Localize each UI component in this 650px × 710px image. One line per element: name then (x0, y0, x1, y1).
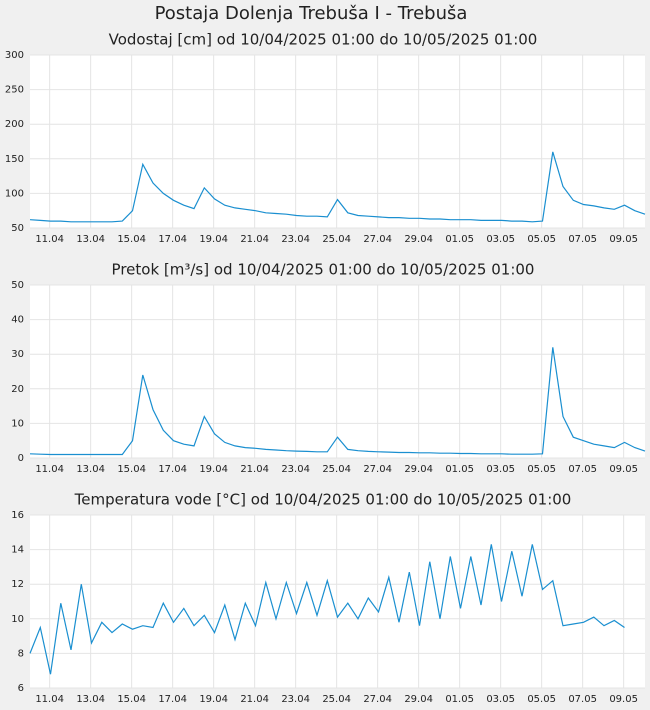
x-tick-label: 05.05 (527, 694, 556, 705)
x-tick-label: 07.05 (568, 464, 597, 475)
y-tick-label: 50 (11, 223, 24, 234)
x-tick-label: 09.05 (609, 694, 638, 705)
data-line (29, 347, 646, 456)
y-tick-label: 16 (11, 510, 24, 521)
x-tick-label: 15.04 (117, 694, 146, 705)
y-tick-label: 8 (18, 648, 24, 659)
x-tick-label: 11.04 (35, 464, 64, 475)
y-tick-label: 10 (11, 418, 24, 429)
x-tick-label: 23.04 (281, 464, 310, 475)
chart-title: Vodostaj [cm] od 10/04/2025 01:00 do 10/… (109, 31, 538, 49)
x-tick-label: 15.04 (117, 234, 146, 245)
x-tick-label: 25.04 (322, 464, 351, 475)
y-tick-label: 150 (5, 154, 24, 165)
x-tick-label: 21.04 (240, 234, 269, 245)
y-tick-label: 0 (18, 453, 24, 464)
y-tick-label: 30 (11, 349, 24, 360)
y-tick-label: 10 (11, 614, 24, 625)
x-tick-label: 03.05 (486, 464, 515, 475)
x-tick-label: 09.05 (609, 464, 638, 475)
x-tick-label: 09.05 (609, 234, 638, 245)
chart-title: Temperatura vode [°C] od 10/04/2025 01:0… (74, 491, 572, 509)
x-tick-label: 01.05 (445, 234, 474, 245)
x-tick-label: 19.04 (199, 234, 228, 245)
x-tick-label: 21.04 (240, 464, 269, 475)
x-tick-label: 05.05 (527, 464, 556, 475)
y-tick-label: 12 (11, 579, 24, 590)
plot-area (30, 515, 645, 688)
x-tick-label: 29.04 (404, 694, 433, 705)
x-tick-label: 23.04 (281, 234, 310, 245)
plot-area (30, 55, 645, 228)
y-tick-label: 250 (5, 85, 24, 96)
x-tick-label: 03.05 (486, 234, 515, 245)
x-tick-label: 17.04 (158, 694, 187, 705)
x-tick-label: 27.04 (363, 234, 392, 245)
chart-title: Pretok [m³/s] od 10/04/2025 01:00 do 10/… (112, 261, 535, 279)
x-tick-label: 11.04 (35, 694, 64, 705)
x-tick-label: 01.05 (445, 694, 474, 705)
x-tick-label: 13.04 (76, 694, 105, 705)
y-tick-label: 14 (11, 545, 24, 556)
y-tick-label: 50 (11, 280, 24, 291)
x-tick-label: 07.05 (568, 694, 597, 705)
x-tick-label: 25.04 (322, 234, 351, 245)
y-tick-label: 20 (11, 384, 24, 395)
y-tick-label: 6 (18, 683, 24, 694)
y-tick-label: 40 (11, 315, 24, 326)
plot-area (30, 285, 645, 458)
x-tick-label: 15.04 (117, 464, 146, 475)
x-tick-label: 23.04 (281, 694, 310, 705)
x-tick-label: 19.04 (199, 694, 228, 705)
y-tick-label: 300 (5, 50, 24, 61)
x-tick-label: 07.05 (568, 234, 597, 245)
y-tick-label: 100 (5, 188, 24, 199)
x-tick-label: 17.04 (158, 234, 187, 245)
page-title: Postaja Dolenja Trebuša I - Trebuša (155, 3, 468, 24)
y-tick-label: 200 (5, 119, 24, 130)
x-tick-label: 27.04 (363, 694, 392, 705)
x-tick-label: 29.04 (404, 464, 433, 475)
x-tick-label: 29.04 (404, 234, 433, 245)
x-tick-label: 19.04 (199, 464, 228, 475)
x-tick-label: 11.04 (35, 234, 64, 245)
x-tick-label: 03.05 (486, 694, 515, 705)
x-tick-label: 01.05 (445, 464, 474, 475)
x-tick-label: 27.04 (363, 464, 392, 475)
data-line (29, 544, 625, 675)
x-tick-label: 25.04 (322, 694, 351, 705)
x-tick-label: 21.04 (240, 694, 269, 705)
data-line (29, 151, 646, 223)
x-tick-label: 05.05 (527, 234, 556, 245)
x-tick-label: 17.04 (158, 464, 187, 475)
x-tick-label: 13.04 (76, 464, 105, 475)
x-tick-label: 13.04 (76, 234, 105, 245)
